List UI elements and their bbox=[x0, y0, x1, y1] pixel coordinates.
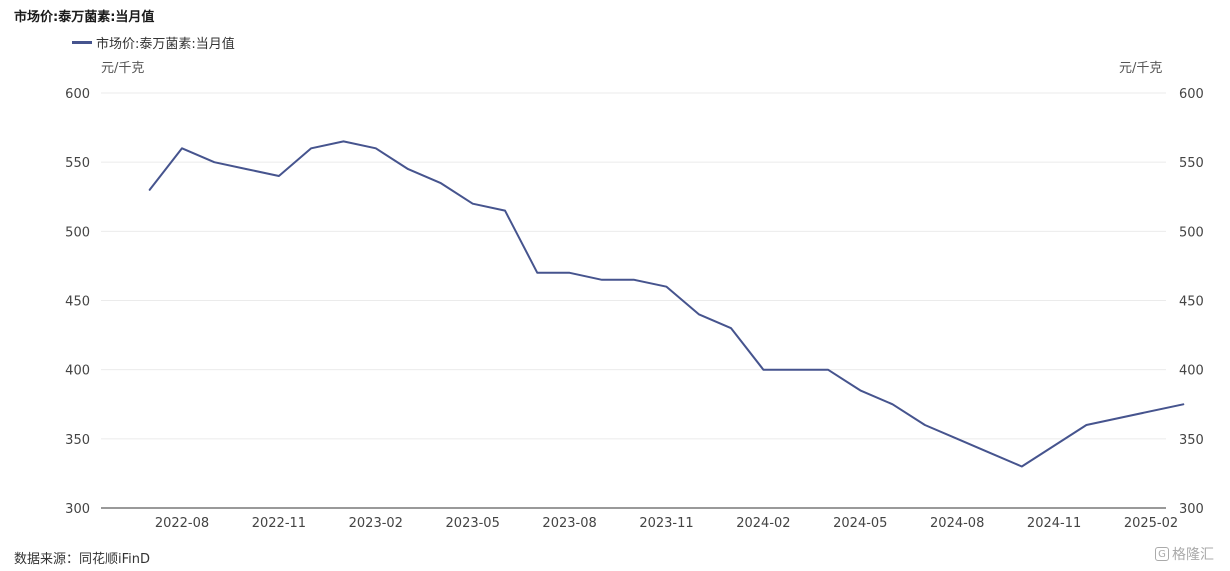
x-tick-label: 2024-11 bbox=[1027, 516, 1081, 531]
x-tick-label: 2022-08 bbox=[155, 516, 209, 531]
watermark: G 格隆汇 bbox=[1155, 544, 1214, 564]
y-tick-label-right: 300 bbox=[1179, 502, 1204, 517]
x-tick-label: 2022-11 bbox=[252, 516, 306, 531]
y-tick-label-right: 500 bbox=[1179, 225, 1204, 240]
legend-swatch bbox=[72, 40, 92, 44]
legend[interactable]: 市场价:泰万菌素:当月值 bbox=[72, 33, 235, 52]
y-axis-unit-right: 元/千克 bbox=[1119, 61, 1163, 76]
y-tick-label-left: 550 bbox=[65, 156, 90, 171]
y-tick-label-right: 600 bbox=[1179, 87, 1204, 102]
y-tick-label-left: 450 bbox=[65, 295, 90, 310]
x-tick-label: 2023-05 bbox=[446, 516, 500, 531]
y-axis-unit-left: 元/千克 bbox=[101, 61, 145, 76]
y-tick-label-right: 550 bbox=[1179, 156, 1204, 171]
x-tick-label: 2024-02 bbox=[736, 516, 790, 531]
y-tick-label-left: 600 bbox=[65, 87, 90, 102]
y-tick-label-right: 350 bbox=[1179, 433, 1204, 448]
y-tick-label-left: 300 bbox=[65, 502, 90, 517]
series-line bbox=[148, 140, 1185, 468]
y-tick-label-left: 500 bbox=[65, 225, 90, 240]
y-tick-label-left: 350 bbox=[65, 433, 90, 448]
legend-label: 市场价:泰万菌素:当月值 bbox=[96, 36, 235, 52]
watermark-logo-icon: G bbox=[1155, 547, 1169, 561]
x-tick-label: 2024-05 bbox=[833, 516, 887, 531]
x-tick-label: 2025-02 bbox=[1124, 516, 1178, 531]
source-note: 数据来源：同花顺iFinD bbox=[14, 552, 151, 567]
x-tick-label: 2023-08 bbox=[542, 516, 596, 531]
y-tick-label-right: 400 bbox=[1179, 364, 1204, 379]
x-tick-label: 2024-08 bbox=[930, 516, 984, 531]
chart-title: 市场价:泰万菌素:当月值 bbox=[14, 10, 155, 25]
y-tick-label-right: 450 bbox=[1179, 295, 1204, 310]
x-tick-label: 2023-02 bbox=[349, 516, 403, 531]
y-tick-label-left: 400 bbox=[65, 364, 90, 379]
watermark-text: 格隆汇 bbox=[1172, 547, 1214, 563]
x-tick-label: 2023-11 bbox=[639, 516, 693, 531]
